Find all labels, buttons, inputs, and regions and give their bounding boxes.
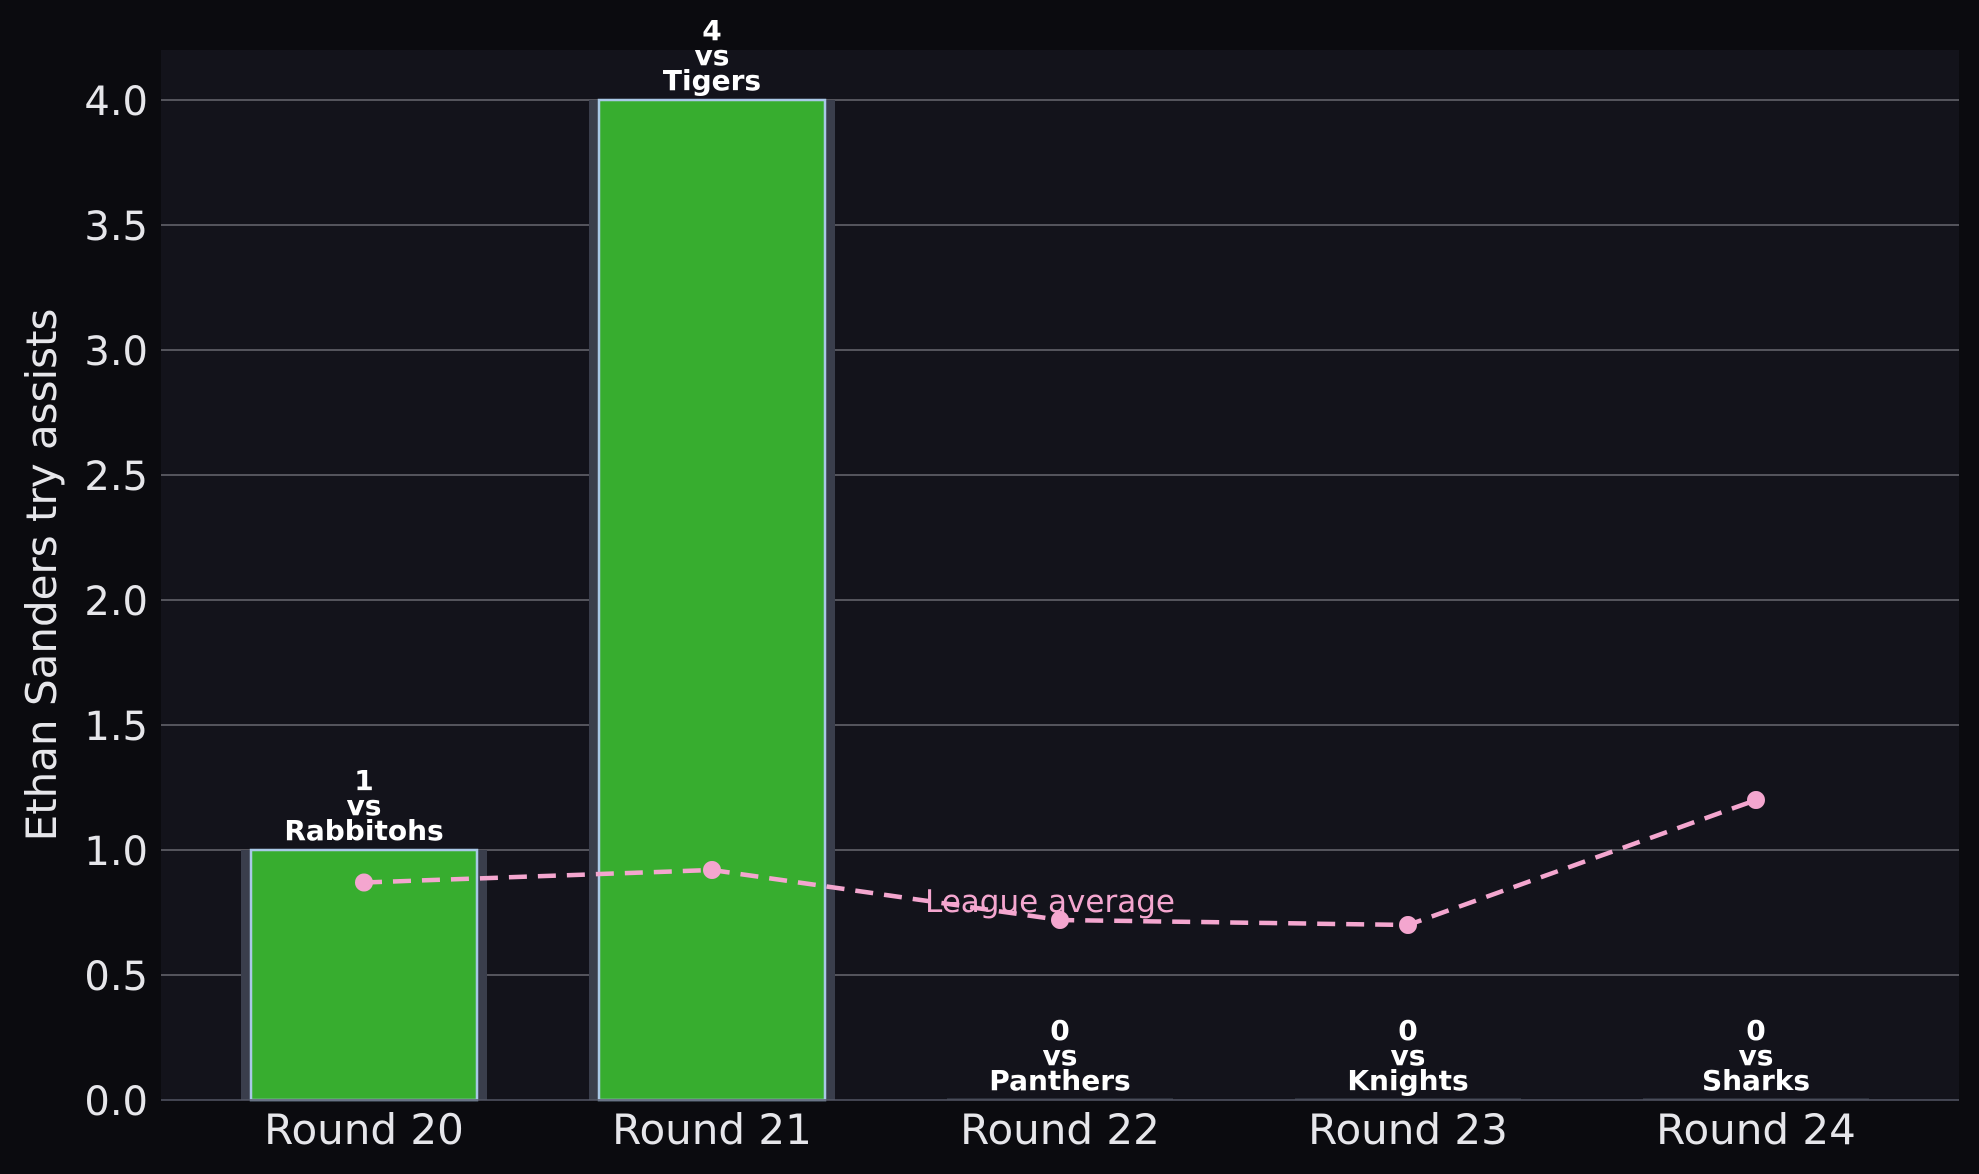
bar-vs-label: vs bbox=[695, 39, 730, 72]
bar-value-label: 0 bbox=[1050, 1014, 1069, 1047]
y-tick-label: 2.0 bbox=[84, 579, 148, 625]
x-tick-label: Round 22 bbox=[960, 1105, 1160, 1154]
bar bbox=[597, 98, 827, 1102]
bar-opponent-label: Panthers bbox=[989, 1064, 1130, 1097]
y-tick-label: 0.5 bbox=[84, 954, 148, 1000]
bar-value-label: 0 bbox=[1746, 1014, 1765, 1047]
y-axis-ticks: 0.0 0.5 1.0 1.5 2.0 2.5 3.0 3.5 4.0 bbox=[84, 79, 148, 1125]
bar-opponent-label: Tigers bbox=[663, 64, 761, 97]
bars bbox=[241, 98, 1869, 1102]
y-tick-label: 1.0 bbox=[84, 829, 148, 875]
y-tick-label: 3.0 bbox=[84, 329, 148, 375]
x-tick-label: Round 20 bbox=[264, 1105, 464, 1154]
league-average-point bbox=[703, 861, 721, 879]
league-average-point bbox=[1747, 791, 1765, 809]
bar bbox=[249, 848, 479, 1102]
x-tick-label: Round 23 bbox=[1308, 1105, 1508, 1154]
league-average-point bbox=[1051, 911, 1069, 929]
league-average-point bbox=[1399, 916, 1417, 934]
bar-opponent-label: Knights bbox=[1347, 1064, 1468, 1097]
bar-opponent-label: Sharks bbox=[1702, 1064, 1810, 1097]
league-average-label: League average bbox=[925, 884, 1175, 920]
y-axis-label: Ethan Sanders try assists bbox=[17, 309, 66, 842]
bar-value-label: 1 bbox=[354, 764, 373, 797]
y-tick-label: 4.0 bbox=[84, 79, 148, 125]
x-tick-label: Round 24 bbox=[1656, 1105, 1856, 1154]
y-tick-label: 1.5 bbox=[84, 704, 148, 750]
bar-labels: 1vsRabbitohs4vsTigers0vsPanthers0vsKnigh… bbox=[284, 14, 1810, 1097]
bar-vs-label: vs bbox=[1739, 1039, 1774, 1072]
y-tick-label: 2.5 bbox=[84, 454, 148, 500]
bar-value-label: 0 bbox=[1398, 1014, 1417, 1047]
bar-vs-label: vs bbox=[1391, 1039, 1426, 1072]
bar-opponent-label: Rabbitohs bbox=[284, 814, 443, 847]
x-axis-ticks: Round 20 Round 21 Round 22 Round 23 Round 24 bbox=[264, 1105, 1856, 1154]
y-tick-label: 3.5 bbox=[84, 204, 148, 250]
league-average-line bbox=[355, 791, 1765, 934]
league-average-point bbox=[355, 873, 373, 892]
bar-value-label: 4 bbox=[702, 14, 721, 47]
x-tick-label: Round 21 bbox=[612, 1105, 812, 1154]
bar-vs-label: vs bbox=[347, 789, 382, 822]
bar-vs-label: vs bbox=[1043, 1039, 1078, 1072]
y-tick-label: 0.0 bbox=[84, 1079, 148, 1125]
